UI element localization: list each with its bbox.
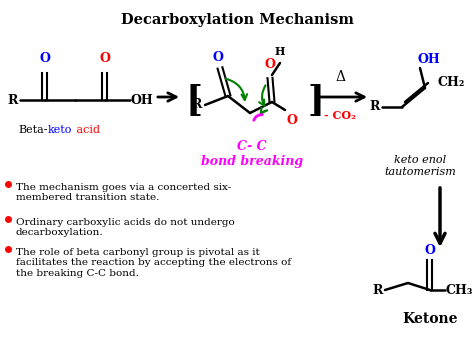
Text: OH: OH	[131, 94, 154, 106]
Text: The role of beta carbonyl group is pivotal as it
facilitates the reaction by acc: The role of beta carbonyl group is pivot…	[16, 248, 291, 278]
Text: R: R	[370, 100, 380, 114]
Text: The mechanism goes via a concerted six-
membered transition state.: The mechanism goes via a concerted six- …	[16, 183, 231, 202]
Text: Ketone: Ketone	[402, 312, 458, 326]
Text: keto: keto	[48, 125, 73, 135]
Text: R: R	[191, 98, 202, 111]
Text: [: [	[186, 83, 203, 117]
Text: O: O	[212, 51, 223, 64]
Text: ]: ]	[308, 83, 325, 117]
Text: R: R	[8, 94, 18, 106]
Text: O: O	[39, 52, 50, 65]
Text: Ordinary carboxylic acids do not undergo
decarboxylation.: Ordinary carboxylic acids do not undergo…	[16, 218, 235, 237]
Text: O: O	[100, 52, 110, 65]
Text: R: R	[373, 284, 383, 296]
Text: OH: OH	[418, 53, 441, 66]
Text: H: H	[275, 46, 285, 57]
Text: C- C
bond breaking: C- C bond breaking	[201, 140, 303, 168]
Text: acid: acid	[73, 125, 100, 135]
Text: O: O	[425, 244, 436, 257]
Text: Decarboxylation Mechanism: Decarboxylation Mechanism	[120, 13, 354, 27]
Text: CH₂: CH₂	[438, 75, 465, 88]
Text: O: O	[264, 58, 275, 71]
Text: O: O	[287, 114, 298, 127]
Text: CH₃: CH₃	[446, 284, 474, 296]
Text: - CO₂: - CO₂	[324, 110, 356, 121]
Text: keto enol
tautomerism: keto enol tautomerism	[384, 155, 456, 177]
Text: Beta-: Beta-	[18, 125, 47, 135]
Text: Δ: Δ	[335, 70, 345, 84]
